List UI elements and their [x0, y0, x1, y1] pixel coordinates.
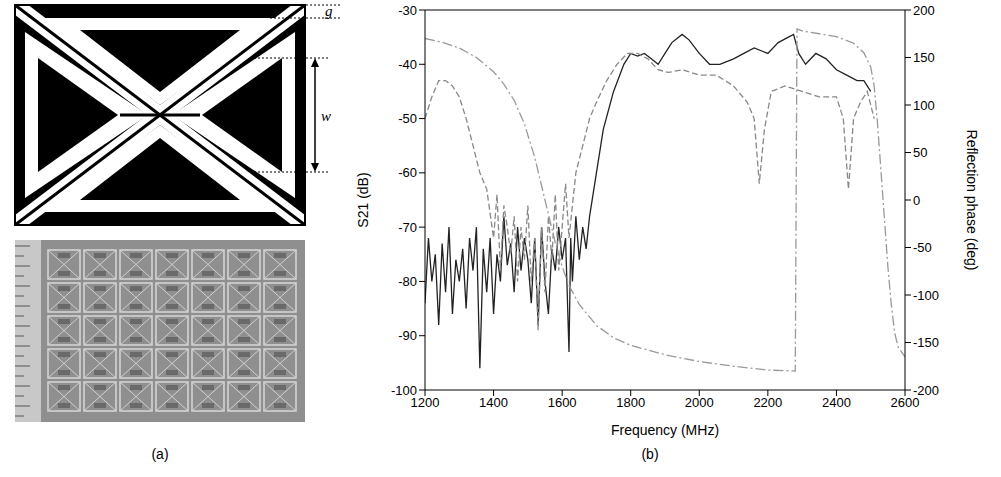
svg-text:1600: 1600	[548, 395, 577, 410]
svg-text:-70: -70	[398, 220, 417, 235]
svg-text:-50: -50	[398, 111, 417, 126]
svg-text:-100: -100	[391, 383, 417, 398]
svg-text:-150: -150	[913, 335, 939, 350]
svg-text:S21 (dB): S21 (dB)	[355, 172, 371, 227]
svg-text:g: g	[325, 3, 333, 19]
svg-text:-100: -100	[913, 288, 939, 303]
html-text:(a): (a)	[151, 446, 169, 462]
svg-text:w: w	[321, 108, 331, 124]
svg-text:-60: -60	[398, 165, 417, 180]
svg-text:200: 200	[913, 3, 935, 18]
svg-text:1200: 1200	[410, 395, 440, 411]
svg-text:2600: 2600	[890, 395, 920, 411]
svg-text:-90: -90	[398, 328, 417, 343]
svg-text:1400: 1400	[479, 395, 508, 410]
svg-text:Frequency (MHz): Frequency (MHz)	[611, 422, 719, 438]
svg-text:2000: 2000	[685, 395, 714, 410]
svg-text:50: 50	[913, 145, 927, 160]
svg-text:-50: -50	[913, 240, 932, 255]
svg-text:-30: -30	[398, 3, 417, 18]
svg-text:2200: 2200	[753, 395, 782, 410]
html-text:(b): (b)	[641, 446, 659, 462]
svg-text:-80: -80	[398, 274, 417, 289]
svg-text:Reflection phase (deg): Reflection phase (deg)	[964, 130, 980, 271]
svg-text:-200: -200	[913, 383, 939, 398]
svg-text:100: 100	[913, 98, 935, 113]
svg-text:1800: 1800	[616, 395, 645, 410]
svg-text:-40: -40	[398, 57, 417, 72]
svg-text:150: 150	[913, 50, 935, 65]
svg-text:2400: 2400	[822, 395, 851, 410]
svg-text:0: 0	[913, 193, 920, 208]
